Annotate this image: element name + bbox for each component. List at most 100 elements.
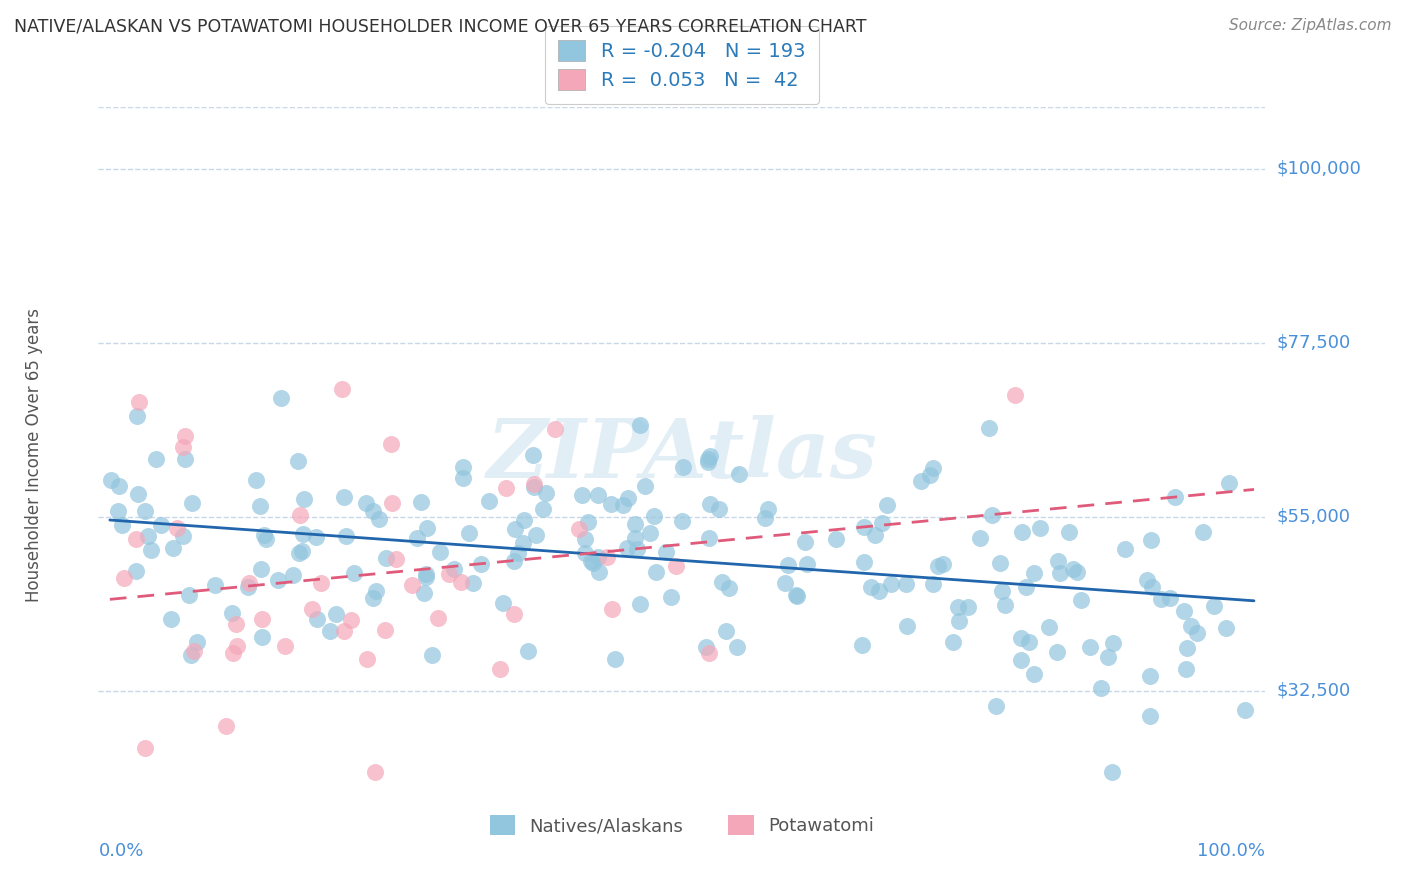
Point [492,596,515,610]
Point [522,448,544,462]
Point [478,494,501,508]
Point [671,514,693,528]
Point [946,599,969,614]
Point [1062,562,1084,576]
Point [174,451,197,466]
Point [250,562,273,576]
Point [406,531,429,545]
Point [177,588,200,602]
Point [451,470,474,484]
Point [896,618,918,632]
Point [1173,603,1195,617]
Legend: Natives/Alaskans, Potawatomi: Natives/Alaskans, Potawatomi [482,808,882,842]
Point [128,394,150,409]
Point [450,575,472,590]
Text: ZIPAtlas: ZIPAtlas [486,415,877,495]
Point [1024,566,1046,581]
Point [775,575,797,590]
Point [108,479,131,493]
Point [1136,573,1159,587]
Point [172,528,194,542]
Point [225,639,247,653]
Point [307,611,329,625]
Point [174,429,197,443]
Point [957,600,980,615]
Point [181,496,204,510]
Point [1101,764,1123,779]
Point [628,417,651,432]
Point [309,575,332,590]
Point [981,508,1004,522]
Point [870,516,893,531]
Point [638,526,661,541]
Point [437,566,460,581]
Point [634,478,657,492]
Point [523,476,546,491]
Point [305,530,328,544]
Point [1070,592,1092,607]
Point [356,652,378,666]
Point [221,606,243,620]
Point [1192,524,1215,539]
Point [596,549,619,564]
Point [1015,580,1038,594]
Point [1164,490,1187,504]
Point [458,526,481,541]
Point [697,455,720,469]
Point [505,522,527,536]
Point [1038,620,1060,634]
Point [288,508,311,522]
Point [252,630,274,644]
Point [1046,554,1069,568]
Point [524,528,547,542]
Point [145,452,167,467]
Point [204,577,226,591]
Point [427,611,450,625]
Point [1097,649,1119,664]
Point [415,567,437,582]
Point [643,509,665,524]
Point [134,504,156,518]
Point [340,613,363,627]
Point [785,588,807,602]
Point [1004,388,1026,402]
Point [714,624,737,638]
Point [134,741,156,756]
Point [343,566,366,580]
Point [1029,521,1052,535]
Point [1139,708,1161,723]
Point [335,529,357,543]
Point [1234,703,1257,717]
Point [381,496,404,510]
Point [754,511,776,525]
Point [415,569,437,583]
Point [409,495,432,509]
Point [127,409,149,423]
Point [851,638,873,652]
Point [225,617,247,632]
Point [725,640,748,654]
Point [384,551,406,566]
Point [325,607,347,621]
Point [420,648,443,662]
Point [503,607,526,622]
Point [1139,668,1161,682]
Point [534,486,557,500]
Point [1215,621,1237,635]
Point [363,591,385,605]
Point [697,531,720,545]
Point [920,468,942,483]
Point [852,520,875,534]
Text: Householder Income Over 65 years: Householder Income Over 65 years [25,308,44,602]
Point [1159,591,1181,606]
Point [1078,640,1101,654]
Point [1185,626,1208,640]
Point [288,546,311,560]
Point [270,392,292,406]
Point [1175,662,1198,676]
Point [150,517,173,532]
Point [865,528,887,542]
Point [245,473,267,487]
Point [786,589,808,603]
Point [364,584,387,599]
